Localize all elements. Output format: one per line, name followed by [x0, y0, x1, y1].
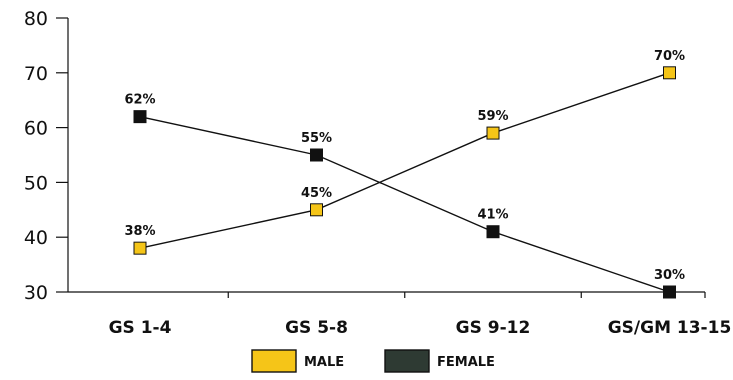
y-tick-label: 40 [24, 227, 48, 249]
data-point-male [663, 66, 676, 80]
data-point-male [310, 203, 323, 217]
data-point-female [133, 110, 147, 124]
series-line-male [139, 72, 670, 249]
y-tick-label: 80 [24, 8, 48, 30]
x-tick-label: GS 5-8 [285, 318, 348, 338]
y-tick-label: 30 [24, 282, 48, 304]
data-point-male [486, 126, 500, 140]
y-tick-label: 70 [24, 63, 48, 85]
data-label-male: 59% [477, 109, 508, 124]
legend-label-female: FEMALE [437, 355, 495, 370]
data-label-female: 30% [654, 268, 685, 283]
data-point-female [310, 148, 323, 162]
data-label-female: 62% [124, 93, 155, 108]
data-label-male: 70% [654, 49, 685, 64]
data-label-female: 55% [301, 131, 332, 146]
data-label-female: 41% [477, 208, 508, 223]
data-point-female [663, 285, 676, 299]
legend-swatch-female [384, 349, 430, 373]
x-tick-label: GS 9-12 [456, 318, 531, 338]
x-tick-label: GS/GM 13-15 [608, 318, 732, 338]
x-tick-label: GS 1-4 [109, 318, 172, 338]
legend-swatch-male [251, 349, 297, 373]
data-point-female [486, 225, 500, 239]
series-line-female [139, 115, 670, 293]
y-tick-label: 50 [24, 172, 48, 194]
y-tick-label: 60 [24, 118, 48, 140]
legend-label-male: MALE [304, 355, 344, 370]
data-label-male: 45% [301, 186, 332, 201]
data-point-male [133, 241, 147, 255]
data-label-male: 38% [124, 224, 155, 239]
